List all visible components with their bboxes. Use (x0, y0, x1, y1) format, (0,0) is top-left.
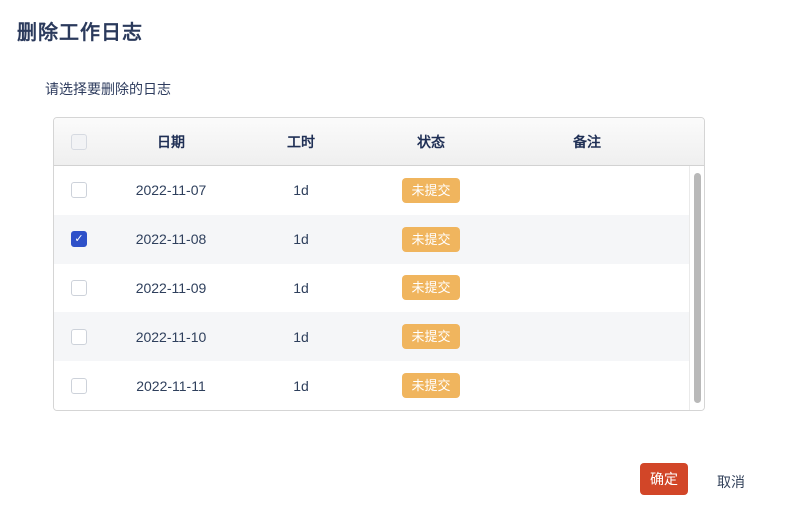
row-hours: 1d (293, 182, 309, 199)
table-header: ✓ 日期 工时 状态 备注 (54, 118, 704, 166)
row-hours: 1d (293, 328, 309, 345)
status-badge: 未提交 (402, 373, 460, 399)
row-checkbox[interactable]: ✓ (71, 377, 87, 394)
row-checkbox[interactable]: ✓ (71, 328, 87, 345)
row-checkbox[interactable]: ✓ (71, 182, 87, 199)
row-date: 2022-11-11 (136, 377, 206, 394)
worklog-table: ✓ 日期 工时 状态 备注 ✓ 2022-11-07 1d 未提交 (53, 117, 705, 411)
row-hours: 1d (293, 231, 309, 248)
row-remark (498, 264, 689, 313)
column-header-hours: 工时 (287, 133, 315, 150)
row-remark (498, 361, 689, 410)
row-checkbox[interactable]: ✓ (71, 279, 87, 296)
table-row[interactable]: ✓ 2022-11-08 1d 未提交 (54, 214, 689, 264)
select-logs-instruction: 请选择要删除的日志 (45, 81, 171, 97)
table-row[interactable]: ✓ 2022-11-09 1d 未提交 (54, 263, 689, 313)
row-date: 2022-11-10 (135, 328, 207, 345)
row-remark (498, 312, 689, 361)
row-hours: 1d (293, 377, 309, 394)
scrollbar-thumb[interactable] (694, 173, 701, 403)
row-remark (498, 166, 689, 215)
header-spacer (676, 118, 704, 165)
table-row[interactable]: ✓ 2022-11-07 1d 未提交 (54, 166, 689, 215)
status-badge: 未提交 (402, 177, 460, 203)
table-row[interactable]: ✓ 2022-11-10 1d 未提交 (54, 312, 689, 362)
row-date: 2022-11-07 (135, 182, 207, 199)
row-remark (498, 215, 689, 264)
scrollbar-track[interactable] (689, 166, 704, 410)
column-header-status: 状态 (417, 133, 445, 150)
check-icon: ✓ (74, 232, 84, 245)
row-hours: 1d (293, 279, 309, 296)
select-all-checkbox[interactable]: ✓ (71, 133, 87, 150)
confirm-button[interactable]: 确定 (640, 463, 688, 495)
column-header-remark: 备注 (573, 133, 601, 150)
row-date: 2022-11-09 (135, 279, 207, 296)
row-checkbox[interactable]: ✓ (71, 231, 87, 248)
cancel-link[interactable]: 取消 (717, 474, 745, 490)
table-body: ✓ 2022-11-07 1d 未提交 ✓ 2022-11-08 1d 未提交 (54, 166, 704, 410)
page-title: 删除工作日志 (17, 22, 143, 44)
table-rows: ✓ 2022-11-07 1d 未提交 ✓ 2022-11-08 1d 未提交 (54, 166, 689, 410)
status-badge: 未提交 (402, 275, 460, 301)
column-header-date: 日期 (157, 133, 185, 150)
row-date: 2022-11-08 (135, 231, 207, 248)
status-badge: 未提交 (402, 324, 460, 350)
status-badge: 未提交 (402, 226, 460, 252)
table-row[interactable]: ✓ 2022-11-11 1d 未提交 (54, 361, 689, 410)
